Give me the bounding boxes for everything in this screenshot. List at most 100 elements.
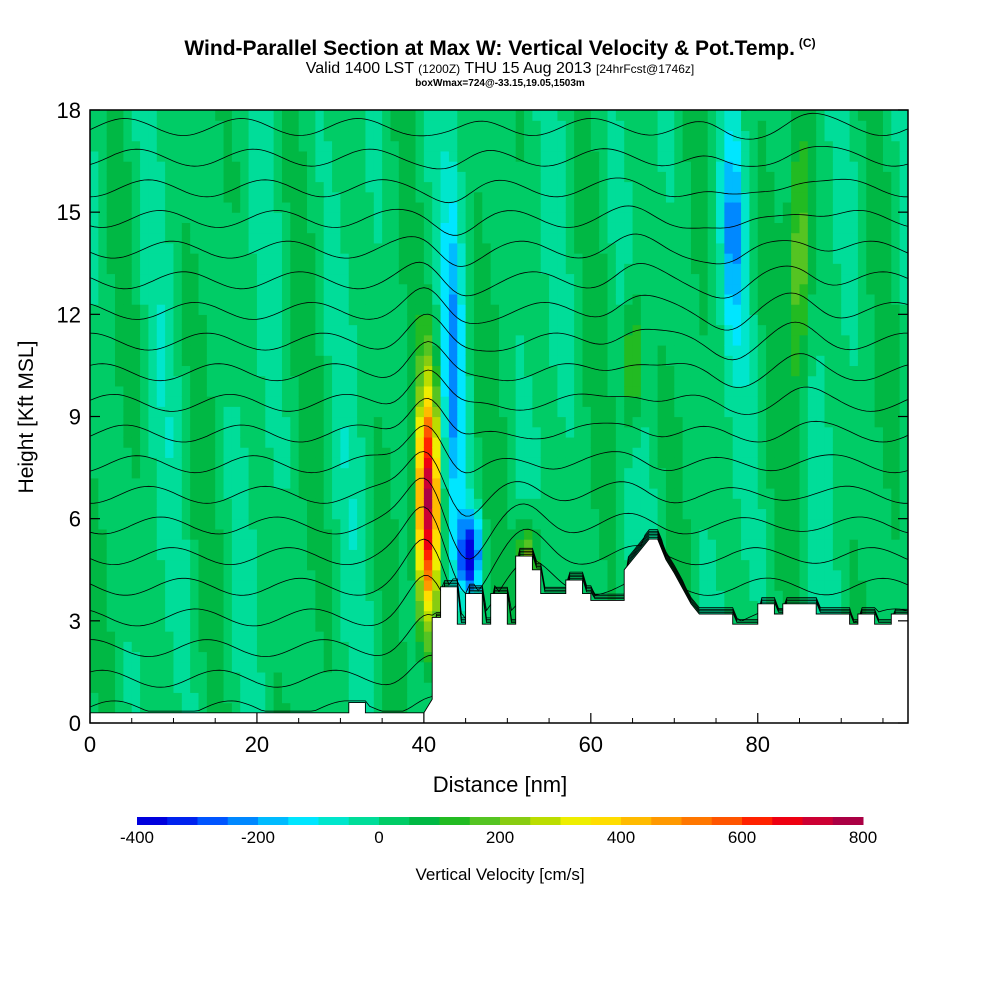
w-cell <box>98 671 108 683</box>
w-cell <box>340 539 350 550</box>
w-cell <box>340 212 350 223</box>
w-cell <box>190 365 200 377</box>
w-cell <box>432 253 442 264</box>
w-cell <box>524 365 533 377</box>
w-cell <box>131 365 141 377</box>
w-cell <box>315 253 325 264</box>
w-cell <box>716 528 725 540</box>
w-cell <box>248 355 258 367</box>
w-cell <box>165 549 175 561</box>
w-cell <box>290 201 300 213</box>
w-cell <box>290 508 300 520</box>
w-cell <box>340 579 350 591</box>
w-cell <box>540 436 550 448</box>
w-cell <box>156 692 166 704</box>
w-cell <box>332 324 342 336</box>
w-cell <box>774 150 784 162</box>
w-cell <box>131 263 141 275</box>
w-cell <box>640 355 650 367</box>
w-cell <box>716 559 725 571</box>
w-cell <box>649 140 659 152</box>
w-cell <box>281 324 291 336</box>
w-cell <box>365 385 375 397</box>
w-cell <box>357 120 367 132</box>
w-cell <box>123 518 133 530</box>
w-cell <box>323 702 333 714</box>
w-cell <box>432 263 442 275</box>
w-cell <box>532 110 542 121</box>
w-cell <box>273 457 283 469</box>
w-cell <box>173 253 183 264</box>
w-cell <box>273 488 283 499</box>
w-cell <box>390 385 400 397</box>
w-cell <box>173 539 183 550</box>
w-cell <box>231 130 241 142</box>
w-cell <box>390 702 400 714</box>
w-cell <box>757 518 767 530</box>
w-cell <box>407 253 417 264</box>
w-cell <box>348 631 358 642</box>
w-cell <box>724 191 734 203</box>
w-cell <box>365 600 375 612</box>
w-cell <box>599 355 609 367</box>
w-cell <box>340 181 350 193</box>
w-cell <box>90 110 99 121</box>
w-cell <box>281 467 291 479</box>
w-cell <box>198 549 208 561</box>
w-cell <box>640 120 650 132</box>
w-cell <box>298 161 308 172</box>
w-cell <box>448 406 458 418</box>
w-cell <box>256 559 266 571</box>
w-cell <box>507 477 517 489</box>
w-cell <box>574 161 584 172</box>
w-cell <box>549 201 559 213</box>
w-cell <box>599 232 609 244</box>
w-cell <box>473 539 483 550</box>
w-cell <box>307 651 316 663</box>
w-cell <box>415 477 425 489</box>
w-cell <box>165 130 175 142</box>
w-cell <box>273 263 283 275</box>
w-cell <box>190 110 200 121</box>
w-cell <box>223 232 233 244</box>
w-cell <box>323 222 333 234</box>
w-cell <box>465 467 475 479</box>
w-cell <box>206 539 216 550</box>
w-cell <box>766 590 776 601</box>
w-cell <box>215 110 225 121</box>
w-cell <box>499 477 508 489</box>
w-cell <box>323 559 333 571</box>
w-cell <box>190 416 200 428</box>
w-cell <box>373 518 383 530</box>
w-cell <box>465 549 475 561</box>
w-cell <box>615 488 625 499</box>
w-cell <box>123 375 133 387</box>
w-cell <box>415 110 425 121</box>
w-cell <box>323 600 333 612</box>
w-cell <box>457 181 467 193</box>
w-cell <box>490 334 500 346</box>
w-cell <box>190 498 200 510</box>
w-cell <box>448 508 458 520</box>
w-cell <box>682 436 692 448</box>
w-cell <box>131 171 141 183</box>
w-cell <box>490 253 500 264</box>
w-cell <box>415 692 425 704</box>
w-cell <box>373 283 383 295</box>
w-cell <box>615 344 625 356</box>
w-cell <box>574 488 584 499</box>
w-cell <box>340 702 350 714</box>
w-cell <box>198 232 208 244</box>
w-cell <box>457 396 467 407</box>
w-cell <box>398 518 408 530</box>
w-cell <box>256 253 266 264</box>
w-cell <box>106 539 116 550</box>
w-cell <box>457 590 467 601</box>
w-cell <box>323 671 333 683</box>
w-cell <box>123 539 133 550</box>
w-cell <box>181 702 191 714</box>
w-cell <box>265 130 275 142</box>
w-cell <box>365 334 375 346</box>
w-cell <box>390 201 400 213</box>
w-cell <box>248 150 258 162</box>
